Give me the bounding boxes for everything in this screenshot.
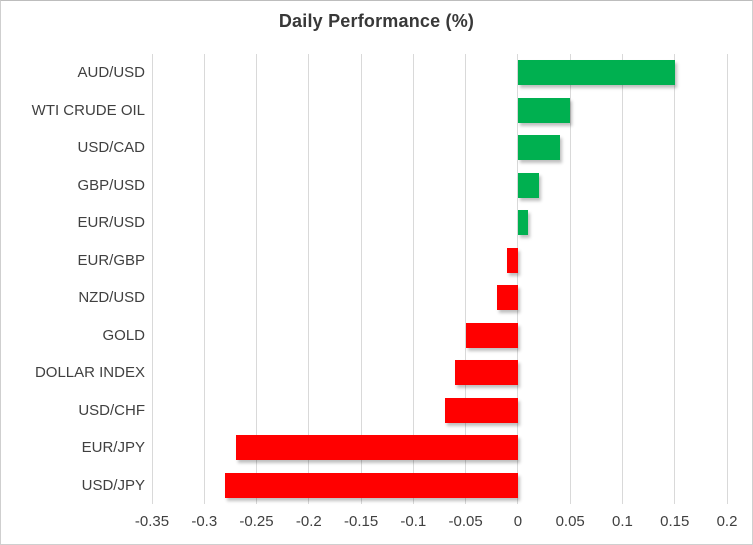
x-tick-label: -0.15 xyxy=(343,513,379,530)
bar-usd-chf xyxy=(444,397,518,423)
bar-aud-usd xyxy=(517,60,675,86)
gridline--0.05 xyxy=(465,54,467,504)
gridline-0 xyxy=(517,54,519,504)
gridline--0.1 xyxy=(412,54,414,504)
x-tick-label: 0.15 xyxy=(660,513,690,530)
bar-gold xyxy=(465,322,518,348)
x-tick-label: 0 xyxy=(513,513,523,530)
category-label-usd-jpy: USD/JPY xyxy=(81,476,145,494)
gridline--0.3 xyxy=(203,54,205,504)
category-label-gold: GOLD xyxy=(102,326,145,344)
x-tick-label: -0.2 xyxy=(295,513,322,530)
value-axis: -0.35 -0.3 -0.25 -0.2 -0.15 -0.1 -0.05 0 0.05 0.1… xyxy=(135,513,738,535)
bar-usd-cad xyxy=(517,135,560,161)
gridline-0.2 xyxy=(726,54,728,504)
category-label-gbp-usd: GBP/USD xyxy=(77,176,145,194)
plot-area xyxy=(151,54,728,504)
category-label-eur-jpy: EUR/JPY xyxy=(81,439,145,456)
gridline-0.05 xyxy=(569,54,571,504)
x-tick-label: -0.35 xyxy=(134,513,170,530)
x-tick-label: -0.25 xyxy=(239,513,274,530)
bar-dollar-index xyxy=(455,360,518,386)
category-label-aud-usd: AUD/USD xyxy=(77,64,145,81)
category-label-eur-gbp: EUR/GBP xyxy=(77,251,145,269)
category-axis: AUD/USD WTI CRUDE OIL USD/CAD GBP/USD EUR/US… xyxy=(1,54,145,504)
x-tick-label: 0.05 xyxy=(555,513,585,530)
gridline--0.25 xyxy=(256,54,258,504)
category-label-eur-usd: EUR/USD xyxy=(77,214,145,231)
bar-wti-crude-oil xyxy=(517,97,571,123)
category-label-dollar-index: DOLLAR INDEX xyxy=(34,364,145,381)
category-label-usd-cad: USD/CAD xyxy=(77,139,145,156)
gridline--0.2 xyxy=(308,54,310,504)
bar-gbp-usd xyxy=(517,172,539,198)
bar-usd-jpy xyxy=(225,472,518,498)
x-tick-label: -0.3 xyxy=(191,513,218,530)
bar-eur-jpy xyxy=(235,435,518,461)
category-label-wti-crude-oil: WTI CRUDE OIL xyxy=(31,101,145,119)
bar-eur-gbp xyxy=(507,247,518,273)
x-tick-label: -0.05 xyxy=(448,513,483,530)
x-tick-label: 0.1 xyxy=(612,513,633,530)
gridline--0.35 xyxy=(151,54,153,504)
bar-eur-usd xyxy=(517,210,529,236)
gridline-0.15 xyxy=(674,54,676,504)
chart-title: Daily Performance (%) xyxy=(278,11,475,31)
category-label-usd-chf: USD/CHF xyxy=(78,401,145,419)
gridline--0.15 xyxy=(360,54,362,504)
x-tick-label: -0.1 xyxy=(400,513,427,530)
bar-nzd-usd xyxy=(497,285,518,311)
gridline-0.1 xyxy=(621,54,623,504)
category-label-nzd-usd: NZD/USD xyxy=(78,289,145,306)
x-tick-label: 0.2 xyxy=(716,513,738,530)
